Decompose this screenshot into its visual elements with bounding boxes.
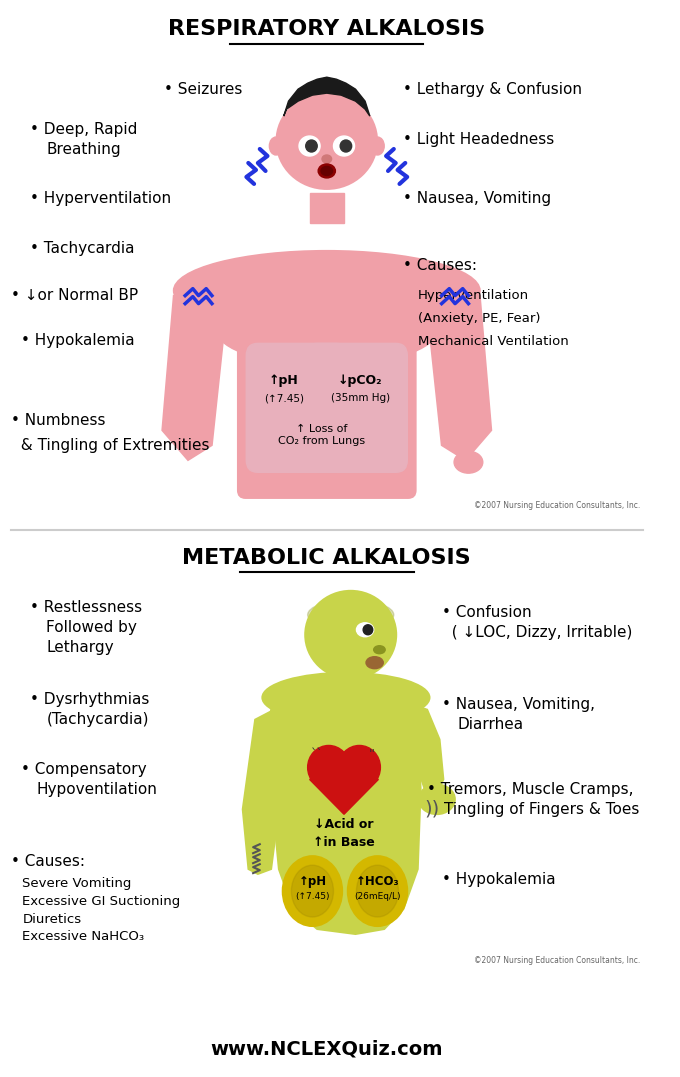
Ellipse shape [366, 657, 384, 669]
Text: ( ↓LOC, Dizzy, Irritable): ( ↓LOC, Dizzy, Irritable) [441, 626, 632, 640]
Circle shape [307, 745, 350, 789]
Text: ↓pCO₂: ↓pCO₂ [338, 374, 383, 387]
Text: ©2007 Nursing Education Consultants, Inc.: ©2007 Nursing Education Consultants, Inc… [475, 956, 641, 965]
Text: ↑HCO₃: ↑HCO₃ [356, 875, 399, 887]
Text: (Anxiety, PE, Fear): (Anxiety, PE, Fear) [418, 312, 540, 325]
Text: Lethargy: Lethargy [46, 640, 114, 655]
Text: • ↓or Normal BP: • ↓or Normal BP [11, 289, 138, 303]
Text: ↑ Loss of
CO₂ from Lungs: ↑ Loss of CO₂ from Lungs [278, 424, 366, 446]
Circle shape [338, 745, 380, 789]
FancyBboxPatch shape [306, 344, 407, 472]
Text: Tingling of Fingers & Toes: Tingling of Fingers & Toes [443, 801, 639, 816]
Ellipse shape [217, 295, 437, 365]
Text: (Tachycardia): (Tachycardia) [46, 712, 149, 727]
Ellipse shape [322, 155, 332, 163]
Polygon shape [162, 295, 226, 460]
Text: (26mEq/L): (26mEq/L) [354, 892, 401, 900]
Text: Severe Vomiting: Severe Vomiting [22, 877, 132, 890]
Text: • Causes:: • Causes: [11, 854, 85, 869]
Text: ``: `` [311, 747, 324, 761]
Text: (↑7.45): (↑7.45) [295, 892, 330, 900]
Polygon shape [269, 682, 420, 934]
Text: ↓Acid or: ↓Acid or [314, 817, 374, 830]
Ellipse shape [419, 784, 455, 814]
Circle shape [363, 625, 373, 634]
Ellipse shape [262, 673, 430, 723]
Text: Excessive GI Suctioning: Excessive GI Suctioning [22, 895, 181, 908]
Text: Breathing: Breathing [46, 141, 121, 156]
Polygon shape [243, 710, 284, 875]
Text: Hyperventilation: Hyperventilation [418, 289, 529, 303]
Text: • Compensatory: • Compensatory [20, 761, 146, 777]
Polygon shape [427, 295, 492, 460]
Ellipse shape [283, 856, 342, 926]
Text: Diuretics: Diuretics [22, 912, 82, 925]
FancyBboxPatch shape [337, 661, 365, 689]
Polygon shape [284, 78, 370, 116]
Text: • Tremors, Muscle Cramps,: • Tremors, Muscle Cramps, [427, 782, 634, 797]
Ellipse shape [371, 137, 384, 155]
Text: • Deep, Rapid: • Deep, Rapid [30, 122, 137, 137]
Text: METABOLIC ALKALOSIS: METABOLIC ALKALOSIS [182, 548, 471, 568]
Ellipse shape [291, 865, 333, 917]
FancyBboxPatch shape [246, 344, 348, 472]
Text: (↑7.45): (↑7.45) [264, 393, 304, 404]
Text: RESPIRATORY ALKALOSIS: RESPIRATORY ALKALOSIS [168, 19, 486, 40]
Ellipse shape [348, 856, 407, 926]
Ellipse shape [305, 591, 396, 679]
Polygon shape [309, 780, 379, 814]
Text: ↑pH: ↑pH [299, 875, 326, 887]
Ellipse shape [173, 251, 480, 331]
Text: • Causes:: • Causes: [403, 258, 477, 274]
Ellipse shape [269, 137, 283, 155]
Ellipse shape [454, 451, 483, 473]
Text: ©2007 Nursing Education Consultants, Inc.: ©2007 Nursing Education Consultants, Inc… [475, 501, 641, 509]
Text: • Dysrhythmias: • Dysrhythmias [30, 693, 150, 708]
Text: • Nausea, Vomiting: • Nausea, Vomiting [403, 192, 551, 207]
Circle shape [340, 140, 352, 152]
FancyBboxPatch shape [238, 282, 415, 498]
FancyBboxPatch shape [309, 193, 344, 223]
Text: www.NCLEXQuiz.com: www.NCLEXQuiz.com [211, 1039, 443, 1059]
Text: • Hypokalemia: • Hypokalemia [441, 871, 556, 886]
Ellipse shape [277, 93, 377, 188]
Ellipse shape [374, 646, 385, 654]
Text: • Tachycardia: • Tachycardia [30, 241, 135, 256]
Ellipse shape [333, 136, 354, 156]
Text: • Hypokalemia: • Hypokalemia [20, 333, 134, 348]
Polygon shape [413, 704, 443, 799]
Ellipse shape [318, 164, 335, 178]
Text: Diarrhea: Diarrhea [458, 717, 524, 732]
Ellipse shape [356, 623, 374, 637]
Text: & Tingling of Extremities: & Tingling of Extremities [11, 437, 209, 452]
Text: • Nausea, Vomiting,: • Nausea, Vomiting, [441, 697, 594, 712]
Text: Followed by: Followed by [46, 620, 137, 635]
Ellipse shape [321, 167, 333, 176]
Ellipse shape [356, 865, 398, 917]
Text: '': '' [369, 747, 376, 761]
Circle shape [306, 140, 317, 152]
Text: • Seizures: • Seizures [164, 82, 243, 97]
Text: ↑in Base: ↑in Base [313, 836, 375, 849]
Text: Mechanical Ventilation: Mechanical Ventilation [418, 335, 568, 348]
Text: • Lethargy & Confusion: • Lethargy & Confusion [403, 82, 582, 97]
Text: • Hyperventilation: • Hyperventilation [30, 192, 171, 207]
Text: • Light Headedness: • Light Headedness [403, 131, 555, 146]
Ellipse shape [307, 600, 394, 630]
Ellipse shape [299, 136, 320, 156]
Text: • Restlessness: • Restlessness [30, 600, 142, 615]
Text: Hypoventilation: Hypoventilation [37, 782, 158, 797]
Text: ↑pH: ↑pH [269, 374, 299, 387]
Text: (35mm Hg): (35mm Hg) [330, 393, 390, 404]
Text: Excessive NaHCO₃: Excessive NaHCO₃ [22, 931, 145, 943]
Text: )): )) [424, 800, 440, 819]
Text: • Numbness: • Numbness [11, 412, 105, 428]
Text: • Confusion: • Confusion [441, 605, 531, 620]
